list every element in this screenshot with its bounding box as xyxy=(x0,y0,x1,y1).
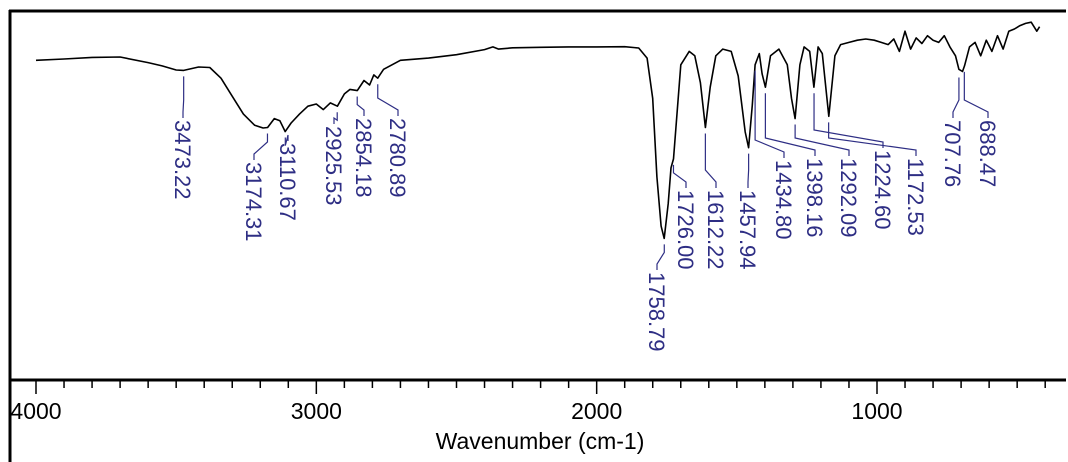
peak-leader-line xyxy=(952,77,960,118)
tick-label: 2000 xyxy=(571,398,622,424)
peak-label: 1758.79 xyxy=(644,272,669,352)
peak-label: 688.47 xyxy=(975,120,1000,187)
peak-leader-line xyxy=(182,76,185,118)
peak-label: 1726.00 xyxy=(673,190,698,270)
tick-label: 3000 xyxy=(291,398,342,424)
peak-label: 3110.67 xyxy=(275,143,300,221)
peak-leader-line xyxy=(747,153,750,188)
peak-leader-line xyxy=(284,134,289,146)
peak-leader-line xyxy=(754,70,785,158)
peak-label: 1612.22 xyxy=(703,190,728,270)
peak-leader-line xyxy=(704,133,717,188)
peak-label: 707.76 xyxy=(940,120,965,187)
peak-leader-line xyxy=(253,133,269,160)
peak-label: 1457.94 xyxy=(735,190,760,270)
peak-label: 3473.22 xyxy=(170,120,195,200)
peak-label: 1292.09 xyxy=(836,158,861,238)
peak-leader-line xyxy=(656,244,665,270)
x-axis-ticks xyxy=(35,380,1046,394)
peak-leader-line xyxy=(356,96,365,116)
peak-leader-line xyxy=(828,122,917,156)
peak-leader-line xyxy=(672,164,687,188)
tick-label: 1000 xyxy=(851,398,902,424)
peak-leader-line xyxy=(813,93,884,148)
peak-label: 1398.16 xyxy=(802,158,827,238)
peak-leader-lines xyxy=(182,70,989,270)
peak-leader-line xyxy=(963,71,989,118)
peak-label: 2780.89 xyxy=(385,118,410,198)
peak-label: 2854.18 xyxy=(351,118,376,198)
plot-frame xyxy=(8,9,1066,462)
peak-label: 3174.31 xyxy=(241,162,266,242)
x-axis-title: Wavenumber (cm-1) xyxy=(436,428,645,454)
x-axis-tick-labels: 4000 3000 2000 1000 xyxy=(10,398,902,424)
tick-label: 4000 xyxy=(10,398,61,424)
peak-leader-line xyxy=(764,93,816,156)
peak-label: 1172.53 xyxy=(903,158,928,236)
peak-leader-line xyxy=(794,124,850,156)
peak-label: 2925.53 xyxy=(321,126,346,206)
spectrum-line xyxy=(35,21,1041,240)
peak-label: 1224.60 xyxy=(870,150,895,230)
peak-labels: 3473.22 3174.31 3110.67 2925.53 2854.18 2780.… xyxy=(170,118,1000,352)
peak-label: 1434.80 xyxy=(771,160,796,240)
peak-leader-line xyxy=(333,112,338,124)
peak-leader-line xyxy=(377,84,399,116)
